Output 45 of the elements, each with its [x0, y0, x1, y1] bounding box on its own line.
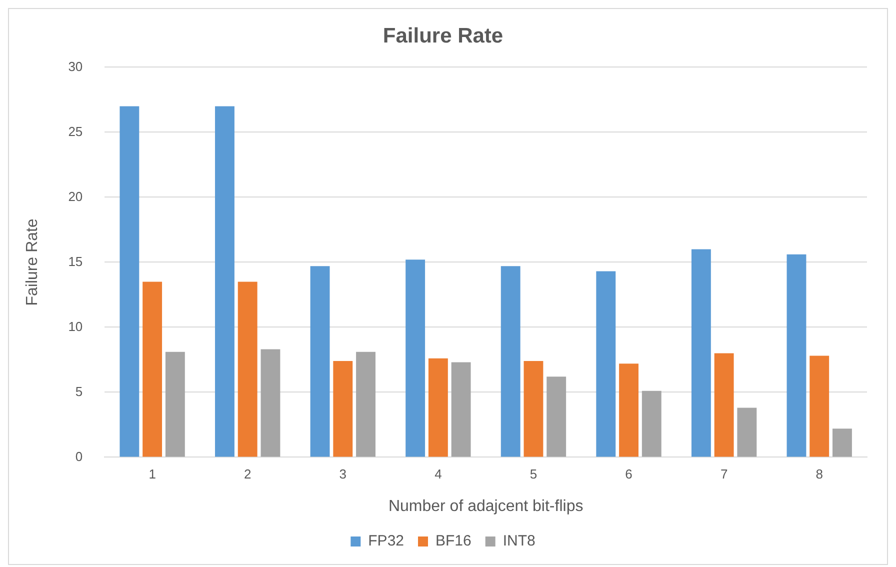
- y-tick-label: 25: [68, 124, 83, 139]
- x-tick-label: 3: [339, 466, 347, 482]
- bar: [524, 361, 544, 457]
- bar: [215, 106, 234, 457]
- y-tick-label: 20: [68, 188, 83, 204]
- bar: [546, 376, 566, 457]
- legend-label: BF16: [436, 532, 472, 550]
- x-tick-label: 2: [244, 466, 252, 482]
- bar: [619, 364, 638, 457]
- x-tick-label: 6: [625, 466, 632, 482]
- bar: [737, 408, 757, 457]
- x-tick-label: 7: [720, 466, 728, 482]
- bar: [142, 282, 162, 457]
- bar: [310, 266, 330, 457]
- y-tick-label: 5: [75, 384, 83, 399]
- chart-title: Failure Rate: [382, 24, 504, 48]
- bar: [406, 260, 426, 457]
- bar: [120, 106, 140, 457]
- bar: [810, 356, 830, 457]
- bar: [356, 352, 376, 457]
- bar: [333, 361, 353, 457]
- y-tick-label: 10: [68, 318, 83, 334]
- y-tick-label: 15: [68, 254, 83, 269]
- x-axis-title: Number of adajcent bit-flips: [388, 498, 584, 515]
- x-tick-label: 4: [434, 466, 442, 482]
- x-tick-label: 1: [148, 466, 156, 482]
- legend-label: FP32: [368, 532, 404, 550]
- bar: [786, 254, 806, 457]
- bar: [260, 349, 280, 457]
- bar: [596, 271, 616, 457]
- x-tick-label: 8: [816, 466, 823, 482]
- y-tick-label: 0: [75, 448, 83, 464]
- bar: [238, 282, 258, 457]
- bar: [832, 428, 852, 457]
- bar: [428, 358, 448, 457]
- x-tick-label: 5: [530, 466, 538, 482]
- bar: [714, 353, 734, 457]
- bar: [642, 390, 662, 457]
- bar: [691, 249, 711, 457]
- bar: [500, 266, 520, 457]
- y-tick-label: 30: [68, 58, 83, 74]
- bar: [165, 352, 185, 457]
- legend-label: INT8: [502, 532, 536, 550]
- y-axis-title: Failure Rate: [24, 218, 42, 306]
- bar: [451, 362, 471, 457]
